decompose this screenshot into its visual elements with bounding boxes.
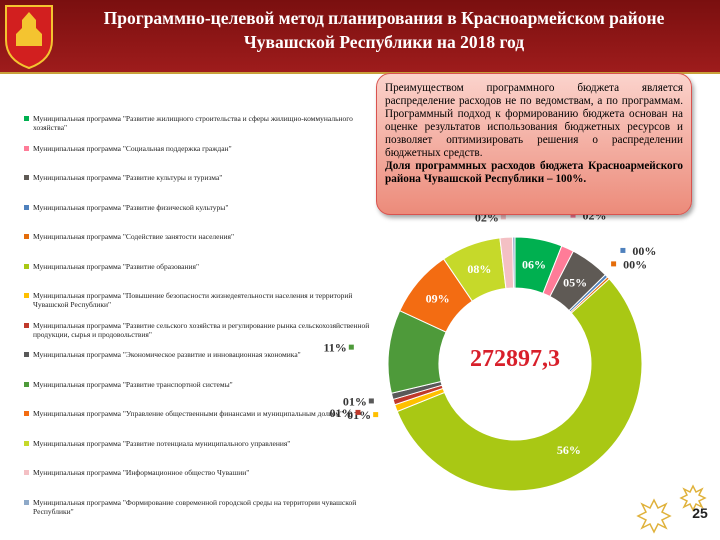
data-label: 56% <box>557 443 581 457</box>
data-label: 05% <box>563 275 587 289</box>
legend-item: Муниципальная программа "Повышение безоп… <box>24 291 373 309</box>
legend-item: Муниципальная программа "Развитие трансп… <box>24 380 373 389</box>
data-label: 06% <box>522 257 546 271</box>
legend-swatch <box>24 204 29 210</box>
title: Программно-целевой метод планирования в … <box>104 8 665 52</box>
header-rule <box>0 72 720 74</box>
legend-item: Муниципальная программа "Социальная подд… <box>24 144 373 153</box>
label-marker <box>368 398 374 404</box>
legend-item: Муниципальная программа "Информационное … <box>24 468 373 477</box>
legend-label: Муниципальная программа "Формирование со… <box>33 497 357 516</box>
legend-item: Муниципальная программа "Развитие физиче… <box>24 203 373 212</box>
legend-swatch <box>24 175 29 180</box>
legend-label: Муниципальная программа "Развитие потенц… <box>33 438 291 448</box>
data-label: 11% <box>323 341 346 355</box>
emblem <box>5 5 53 70</box>
data-label: 00% <box>623 257 647 271</box>
label-marker <box>620 247 626 253</box>
page-number: 25 <box>692 505 708 521</box>
note-emphasis: Доля программных расходов бюджета Красно… <box>385 160 683 185</box>
legend-item: Муниципальная программа "Содействие заня… <box>24 232 373 241</box>
legend-item: Муниципальная программа "Развитие образо… <box>24 262 373 271</box>
label-marker <box>570 212 576 218</box>
decoration <box>636 484 707 534</box>
data-label: 09% <box>426 291 450 305</box>
legend-label: Муниципальная программа "Развитие физиче… <box>33 202 229 212</box>
data-label: 00% <box>632 244 656 258</box>
legend-label: Муниципальная программа "Развитие жилищн… <box>33 114 353 132</box>
legend-item: Муниципальная программа "Управление обще… <box>24 409 373 418</box>
legend-label: Муниципальная программа "Развитие трансп… <box>33 379 233 389</box>
legend-swatch <box>24 499 29 505</box>
legend-label: Муниципальная программа "Развитие культу… <box>33 173 223 182</box>
slice <box>396 278 643 492</box>
legend-swatch <box>24 411 29 416</box>
label-marker <box>373 412 379 418</box>
legend-item: Муниципальная программа "Формирование со… <box>24 498 373 516</box>
legend-swatch <box>24 322 29 328</box>
label-marker <box>348 344 354 350</box>
legend-swatch <box>24 293 29 298</box>
label-marker <box>355 409 361 415</box>
total-label: 272897,3 <box>470 346 560 372</box>
note-box: Преимуществом программного бюджета являе… <box>376 73 692 215</box>
data-label: 01% <box>330 406 354 420</box>
note-text: Преимуществом программного бюджета являе… <box>385 82 683 159</box>
legend-swatch <box>24 263 29 269</box>
legend-item: Муниципальная программа "Развитие сельск… <box>24 321 373 339</box>
legend-label: Муниципальная программа "Повышение безоп… <box>33 291 353 309</box>
legend-item: Муниципальная программа "Развитие потенц… <box>24 439 373 448</box>
legend-swatch <box>24 470 29 475</box>
legend-label: Муниципальная программа "Экономическое р… <box>33 350 301 359</box>
header-band <box>0 0 720 72</box>
legend-swatch <box>24 116 29 121</box>
legend-swatch <box>24 352 29 357</box>
legend-label: Муниципальная программа "Развитие образо… <box>33 261 200 271</box>
legend-swatch <box>24 234 29 239</box>
legend-swatch <box>24 440 29 446</box>
legend-item: Муниципальная программа "Развитие жилищн… <box>24 114 373 132</box>
legend-label: Муниципальная программа "Управление обще… <box>33 409 344 418</box>
label-marker <box>500 214 506 220</box>
slice <box>512 236 516 289</box>
data-label: 01% <box>347 408 371 422</box>
label-marker <box>611 261 617 267</box>
legend-label: Муниципальная программа "Развитие сельск… <box>33 320 370 339</box>
legend-item: Муниципальная программа "Развитие культу… <box>24 173 373 182</box>
legend-item: Муниципальная программа "Экономическое р… <box>24 350 373 359</box>
data-label: 01% <box>343 394 367 408</box>
legend-swatch <box>24 145 29 151</box>
legend-swatch <box>24 381 29 387</box>
legend-label: Муниципальная программа "Социальная подд… <box>33 143 232 153</box>
legend-label: Муниципальная программа "Содействие заня… <box>33 232 235 241</box>
data-label: 08% <box>467 262 491 276</box>
legend-label: Муниципальная программа "Информационное … <box>33 468 250 477</box>
